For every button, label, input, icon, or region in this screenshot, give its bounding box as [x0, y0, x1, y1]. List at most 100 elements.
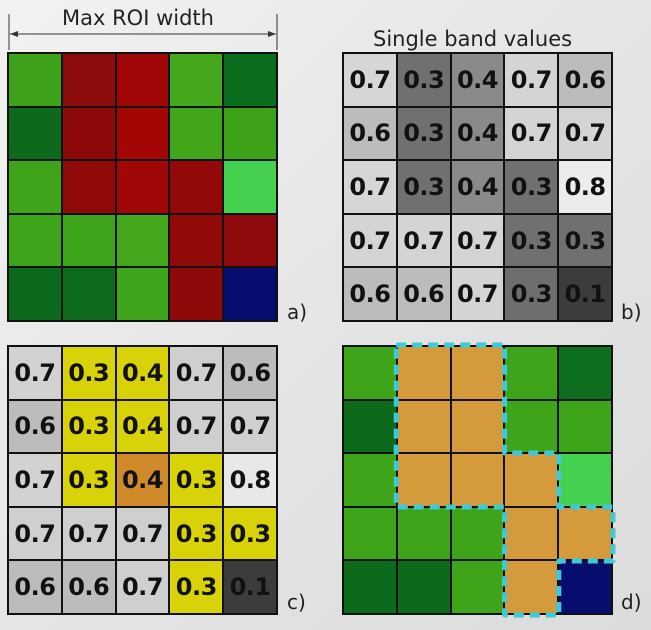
single-band-values-title: Single band values — [373, 27, 573, 51]
grid-cell — [224, 107, 276, 160]
grid-cell — [116, 268, 169, 320]
max-roi-width-title: Max ROI width — [62, 6, 214, 30]
grid-cell — [505, 507, 558, 560]
grid-cell — [170, 268, 223, 320]
grid-cell: 0.4 — [451, 161, 504, 213]
grid-cell — [62, 161, 115, 213]
grid-cell — [559, 507, 611, 560]
grid-cell — [451, 561, 504, 613]
grid-cell — [62, 214, 115, 267]
grid-cell: 0.7 — [224, 400, 276, 453]
grid-cell: 0.3 — [505, 161, 558, 213]
grid-cell: 0.1 — [224, 561, 276, 613]
grid-cell — [224, 268, 276, 320]
grid-cell: 0.7 — [505, 54, 558, 106]
grid-cell — [559, 454, 611, 506]
width-arrow-left-head — [10, 31, 18, 37]
grid-cell — [559, 347, 611, 399]
single-band-values-grid: 0.7 0.3 0.4 0.7 0.6 0.6 0.3 0.4 0.7 0.7 0.7 0.3 0.4 0… — [342, 52, 613, 322]
grid-cell: 0.3 — [505, 268, 558, 320]
grid-cell: 0.3 — [397, 54, 450, 106]
grid-cell: 0.1 — [559, 268, 611, 320]
grid-cell — [397, 347, 450, 399]
grid-cell — [451, 347, 504, 399]
grid-cell: 0.6 — [9, 400, 61, 453]
grid-cell: 0.8 — [559, 161, 611, 213]
grid-cell: 0.4 — [116, 400, 169, 453]
grid-cell — [397, 400, 450, 453]
grid-cell: 0.3 — [397, 107, 450, 160]
grid-cell — [559, 400, 611, 453]
grid-cell — [116, 54, 169, 106]
grid-cell — [224, 161, 276, 213]
grid-cell — [505, 347, 558, 399]
grid-cell: 0.7 — [344, 54, 396, 106]
grid-cell — [224, 214, 276, 267]
grid-cell — [224, 54, 276, 106]
grid-cell: 0.7 — [116, 561, 169, 613]
grid-cell: 0.7 — [344, 161, 396, 213]
grid-cell — [344, 561, 396, 613]
grid-cell — [170, 54, 223, 106]
grid-cell: 0.7 — [62, 507, 115, 560]
grid-cell: 0.8 — [224, 454, 276, 506]
grid-cell: 0.6 — [62, 561, 115, 613]
grid-cell: 0.6 — [397, 268, 450, 320]
grid-cell: 0.7 — [9, 347, 61, 399]
grid-cell: 0.7 — [559, 107, 611, 160]
grid-cell — [170, 107, 223, 160]
grid-cell — [9, 268, 61, 320]
grid-cell — [344, 400, 396, 453]
grid-cell — [505, 400, 558, 453]
grid-cell — [9, 214, 61, 267]
grid-cell: 0.7 — [397, 214, 450, 267]
grid-cell — [451, 400, 504, 453]
grid-cell: 0.3 — [170, 454, 223, 506]
grid-cell: 0.7 — [116, 507, 169, 560]
grid-cell — [397, 454, 450, 506]
grid-cell — [9, 54, 61, 106]
panel-c-label: c) — [287, 590, 306, 614]
grid-cell: 0.7 — [344, 214, 396, 267]
grid-cell — [559, 561, 611, 613]
grid-cell: 0.6 — [559, 54, 611, 106]
grid-cell: 0.3 — [62, 400, 115, 453]
grid-cell — [116, 161, 169, 213]
panel-a-label: a) — [287, 300, 308, 324]
grid-cell: 0.6 — [9, 561, 61, 613]
grid-cell: 0.4 — [451, 107, 504, 160]
grid-cell — [344, 347, 396, 399]
grid-cell: 0.3 — [62, 347, 115, 399]
classified-pixel-grid — [7, 52, 278, 322]
grid-cell: 0.3 — [397, 161, 450, 213]
grid-cell — [170, 214, 223, 267]
grid-cell — [451, 454, 504, 506]
grid-cell — [505, 561, 558, 613]
grid-cell: 0.3 — [224, 507, 276, 560]
grid-cell: 0.6 — [224, 347, 276, 399]
grid-cell — [62, 268, 115, 320]
grid-cell: 0.3 — [559, 214, 611, 267]
grid-cell: 0.4 — [116, 347, 169, 399]
region-growing-grid: 0.7 0.3 0.4 0.7 0.6 0.6 0.3 0.4 0.7 0.7 0.7 0.3 0.4 0… — [7, 345, 278, 615]
grid-cell — [62, 54, 115, 106]
grid-cell: 0.3 — [170, 561, 223, 613]
grid-cell: 0.3 — [170, 507, 223, 560]
grid-cell — [116, 107, 169, 160]
roi-result-grid — [342, 345, 613, 615]
grid-cell: 0.4 — [116, 454, 169, 506]
grid-cell: 0.7 — [9, 507, 61, 560]
width-arrow-right-head — [268, 31, 276, 37]
panel-d-label: d) — [621, 590, 642, 614]
grid-cell — [344, 507, 396, 560]
grid-cell — [62, 107, 115, 160]
grid-cell: 0.4 — [451, 54, 504, 106]
grid-cell: 0.7 — [451, 268, 504, 320]
grid-cell: 0.6 — [344, 268, 396, 320]
grid-cell — [170, 161, 223, 213]
grid-cell: 0.7 — [9, 454, 61, 506]
grid-cell: 0.7 — [505, 107, 558, 160]
grid-cell: 0.7 — [451, 214, 504, 267]
grid-cell: 0.3 — [62, 454, 115, 506]
grid-cell — [505, 454, 558, 506]
